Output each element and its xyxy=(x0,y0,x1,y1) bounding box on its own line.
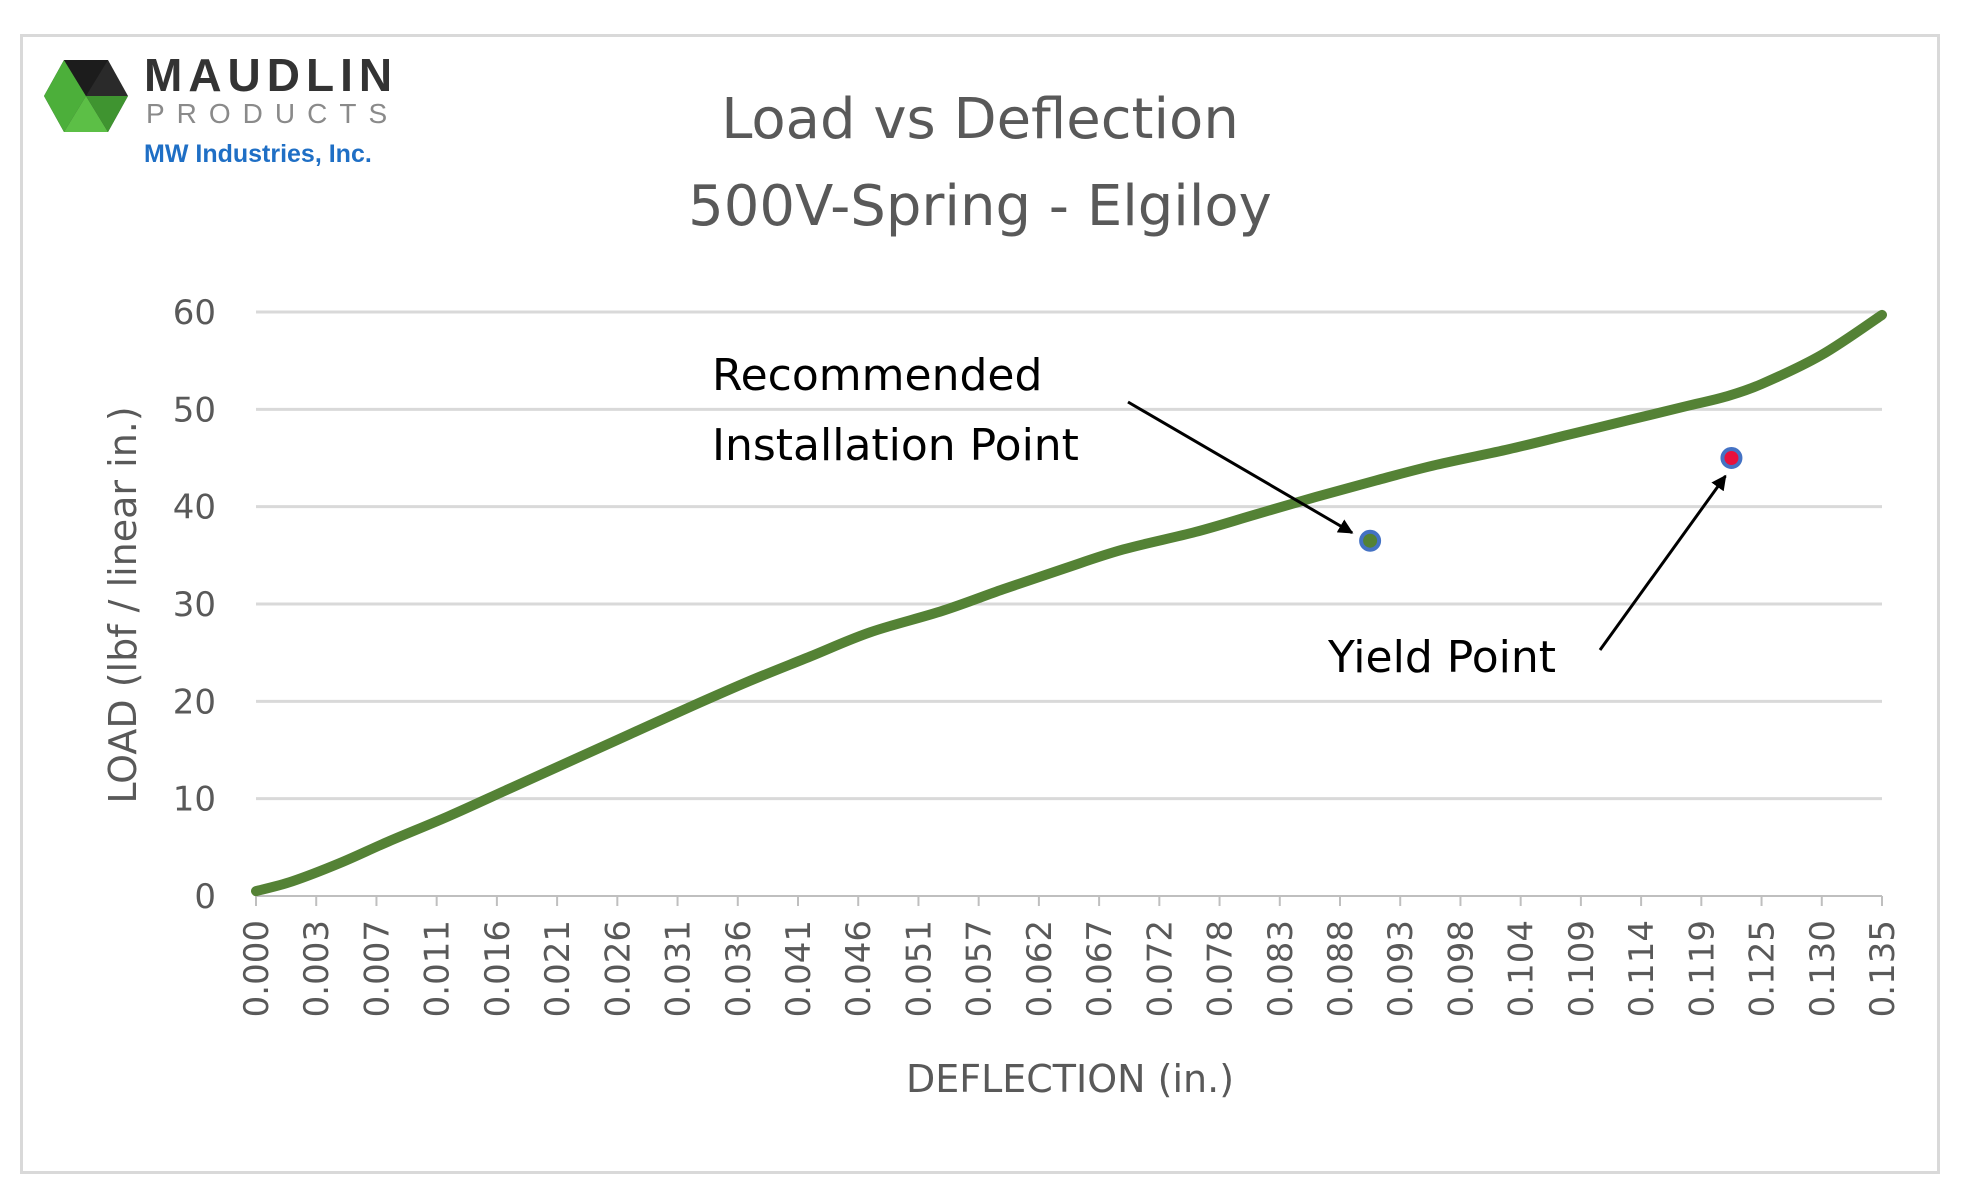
hexagon-logo-icon xyxy=(44,60,128,132)
x-tick-label: 0.016 xyxy=(478,920,518,1017)
y-tick-label: 20 xyxy=(173,682,216,722)
x-tick-label: 0.088 xyxy=(1321,920,1361,1017)
x-tick-label: 0.026 xyxy=(598,920,638,1017)
y-tick-label: 10 xyxy=(173,780,216,820)
x-tick-label: 0.062 xyxy=(1020,920,1060,1017)
x-tick-label: 0.011 xyxy=(418,920,458,1017)
maudlin-logo: MAUDLIN PRODUCTS MW Industries, Inc. xyxy=(44,52,484,182)
yield-point-label: Yield Point xyxy=(1327,632,1556,683)
yield-arrow xyxy=(1598,474,1727,651)
y-axis-ticks: 0 10 20 30 40 50 60 xyxy=(173,293,216,917)
annotations: Recommended Installation Point Yield Point xyxy=(712,350,1743,683)
x-tick-label: 0.114 xyxy=(1622,920,1662,1017)
y-tick-label: 40 xyxy=(173,488,216,528)
x-tick-label: 0.003 xyxy=(297,920,337,1017)
x-tick-label: 0.135 xyxy=(1863,920,1903,1017)
chart-subtitle: 500V-Spring - Elgiloy xyxy=(688,174,1272,239)
installation-point-label: Recommended xyxy=(712,350,1042,401)
x-tick-label: 0.104 xyxy=(1502,920,1542,1017)
x-tick-label: 0.057 xyxy=(960,920,1000,1017)
installation-point-label: Installation Point xyxy=(712,420,1079,471)
logo-parent-company: MW Industries, Inc. xyxy=(144,140,372,168)
x-tick-label: 0.125 xyxy=(1743,920,1783,1017)
logo-name: MAUDLIN xyxy=(144,49,399,101)
x-tick-label: 0.119 xyxy=(1682,920,1722,1017)
x-tick-label: 0.093 xyxy=(1381,920,1421,1017)
x-tick-label: 0.130 xyxy=(1803,920,1843,1017)
x-tick-label: 0.083 xyxy=(1261,920,1301,1017)
x-tick-label: 0.078 xyxy=(1201,920,1241,1017)
x-axis-title: DEFLECTION (in.) xyxy=(906,1057,1234,1101)
installation-arrow xyxy=(1127,400,1354,535)
load-series-line xyxy=(251,309,1887,897)
logo-subtitle: PRODUCTS xyxy=(146,98,400,129)
installation-point-marker xyxy=(1359,529,1382,552)
x-tick-label: 0.031 xyxy=(659,920,699,1017)
x-tick-label: 0.036 xyxy=(719,920,759,1017)
x-tick-label: 0.051 xyxy=(899,920,939,1017)
y-tick-label: 0 xyxy=(194,877,216,917)
gridlines xyxy=(256,310,1882,801)
x-tick-label: 0.046 xyxy=(839,920,879,1017)
x-tick-label: 0.109 xyxy=(1562,920,1602,1017)
y-tick-label: 50 xyxy=(173,390,216,430)
x-axis-ticks: 0.000 0.003 0.007 0.011 0.016 0.021 0.026 0.031… xyxy=(237,896,1903,1017)
x-tick-label: 0.098 xyxy=(1441,920,1481,1017)
chart-title: Load vs Deflection xyxy=(721,87,1239,152)
yield-point-marker xyxy=(1720,447,1743,469)
x-tick-label: 0.041 xyxy=(779,920,819,1017)
y-tick-label: 30 xyxy=(173,585,216,625)
y-tick-label: 60 xyxy=(173,293,216,333)
x-tick-label: 0.021 xyxy=(538,920,578,1017)
y-axis-title: LOAD (lbf / linear in.) xyxy=(101,406,145,803)
x-tick-label: 0.072 xyxy=(1140,920,1180,1017)
x-tick-label: 0.007 xyxy=(357,920,397,1017)
x-tick-label: 0.000 xyxy=(237,920,277,1017)
x-tick-label: 0.067 xyxy=(1080,920,1120,1017)
